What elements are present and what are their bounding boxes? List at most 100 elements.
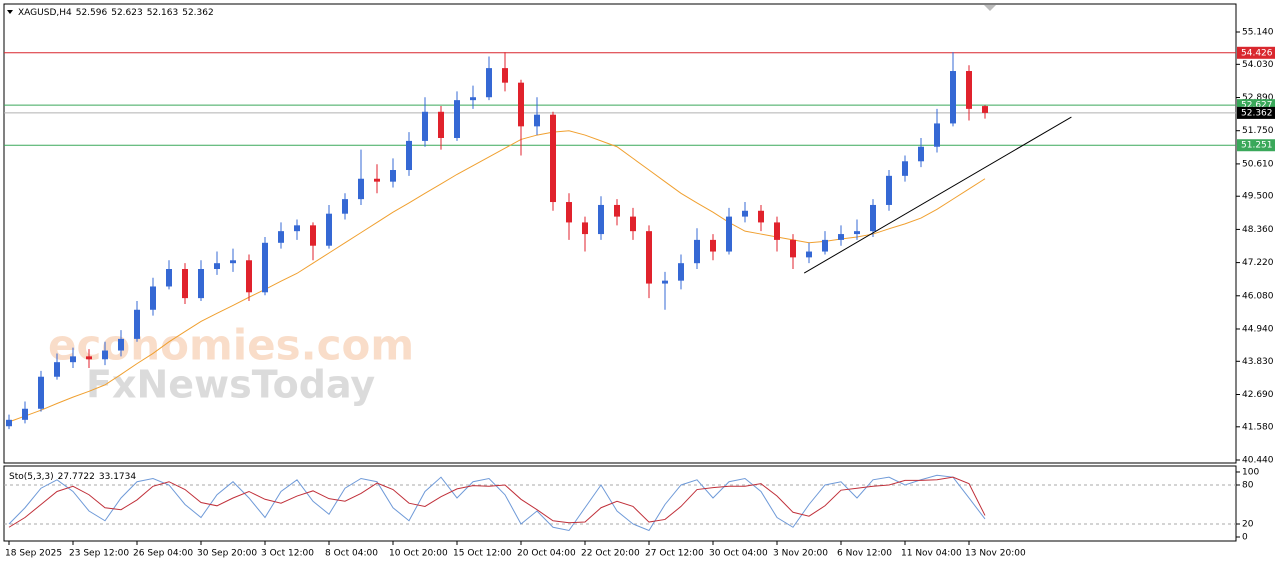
candle-body [214,263,220,270]
y-tick-label: 44.940 [1242,324,1274,334]
level-label: 54.426 [1241,48,1273,58]
menu-arrow[interactable] [7,10,13,14]
candle-body [646,231,652,284]
candle-body [854,231,860,235]
candle-body [150,286,156,310]
y-tick-label: 43.830 [1242,357,1274,367]
price-tag [1237,106,1275,119]
candle-body [806,251,812,258]
candle-body [198,269,204,299]
x-tick-label: 22 Oct 20:00 [581,549,640,559]
candle-body [118,338,124,351]
candle-body [614,204,620,217]
y-tick-label: 0 [1242,533,1248,543]
candle-body [918,146,924,162]
x-tick-label: 11 Nov 04:00 [901,549,962,559]
candle-body [454,100,460,138]
candle-body [358,178,364,200]
candle-body [310,225,316,246]
y-tick-label: 49.500 [1242,192,1274,202]
close: 52.362 [182,8,214,18]
candle-body [710,239,716,252]
candle-body [790,239,796,258]
candle-body [598,204,604,235]
level-label: 51.251 [1241,141,1273,151]
stoch-line [8,476,986,528]
y-tick-label: 100 [1242,467,1259,477]
candle-body [950,71,956,124]
stoch-title: Sto(5,3,3) [9,472,54,482]
candle-body [102,350,108,360]
stoch-k: 27.7722 [58,472,95,482]
x-tick-label: 20 Oct 04:00 [517,549,576,559]
y-tick-label: 80 [1242,480,1254,490]
candle-body [230,260,236,264]
candle-body [774,222,780,240]
level-tag [1237,46,1275,59]
candle-body [934,123,940,147]
candle-body [22,408,28,420]
y-tick-label: 51.750 [1242,126,1274,136]
candle-body [438,111,444,138]
candle-body [726,216,732,252]
candle-body [342,199,348,214]
y-tick-label: 41.580 [1242,422,1274,432]
stoch-d: 33.1734 [99,472,136,482]
candle-body [822,239,828,252]
level-tag [1237,139,1275,152]
candle-body [630,216,636,232]
candle-body [134,309,140,339]
y-tick-label: 20 [1242,519,1254,529]
candle-body [758,210,764,223]
candle-body [678,263,684,281]
trendline [803,116,1072,274]
candle-body [166,269,172,287]
price-label: 52.362 [1241,108,1273,118]
y-tick-label: 42.690 [1242,390,1274,400]
y-tick-label: 48.360 [1242,225,1274,235]
candle-body [870,204,876,232]
candle-body [294,225,300,232]
x-tick-label: 13 Nov 20:00 [965,549,1026,559]
candle-body [662,280,668,284]
candle-body [470,97,476,101]
y-tick-label: 47.220 [1242,258,1274,268]
y-tick-label: 40.440 [1242,456,1274,466]
y-tick-label: 54.030 [1242,60,1274,70]
candle-body [534,114,540,127]
x-tick-label: 6 Nov 12:00 [837,549,892,559]
header: XAGUSD,H4 52.596 52.623 52.163 52.362 [18,8,214,18]
x-tick-label: 3 Oct 12:00 [261,549,314,559]
candle-body [326,213,332,246]
open: 52.596 [76,8,108,18]
candle-body [966,71,972,109]
candle-body [982,106,988,113]
candle-body [38,376,44,409]
x-tick-label: 8 Oct 04:00 [325,549,378,559]
candle-body [694,239,700,264]
y-tick-label: 52.890 [1242,93,1274,103]
candle-body [886,175,892,205]
level-label: 52.627 [1241,101,1273,111]
candle-body [246,260,252,293]
candle-body [838,234,844,240]
symbol: XAGUSD,H4 [18,8,72,18]
low: 52.163 [147,8,179,18]
y-tick-label: 50.610 [1242,159,1274,169]
x-tick-label: 27 Oct 12:00 [645,549,704,559]
candle-body [70,356,76,363]
x-tick-label: 26 Sep 04:00 [133,549,193,559]
x-tick-label: 23 Sep 12:00 [69,549,129,559]
y-tick-label: 46.080 [1242,291,1274,301]
candle-body [566,202,572,223]
x-tick-label: 30 Oct 04:00 [709,549,768,559]
candle-body [278,231,284,243]
stoch-line [8,474,986,532]
x-tick-label: 3 Nov 20:00 [773,549,828,559]
candle-body [262,242,268,293]
candle-body [582,222,588,235]
candle-body [518,82,524,127]
watermark: FxNewsToday [86,363,375,407]
stoch-panel [3,465,1237,542]
